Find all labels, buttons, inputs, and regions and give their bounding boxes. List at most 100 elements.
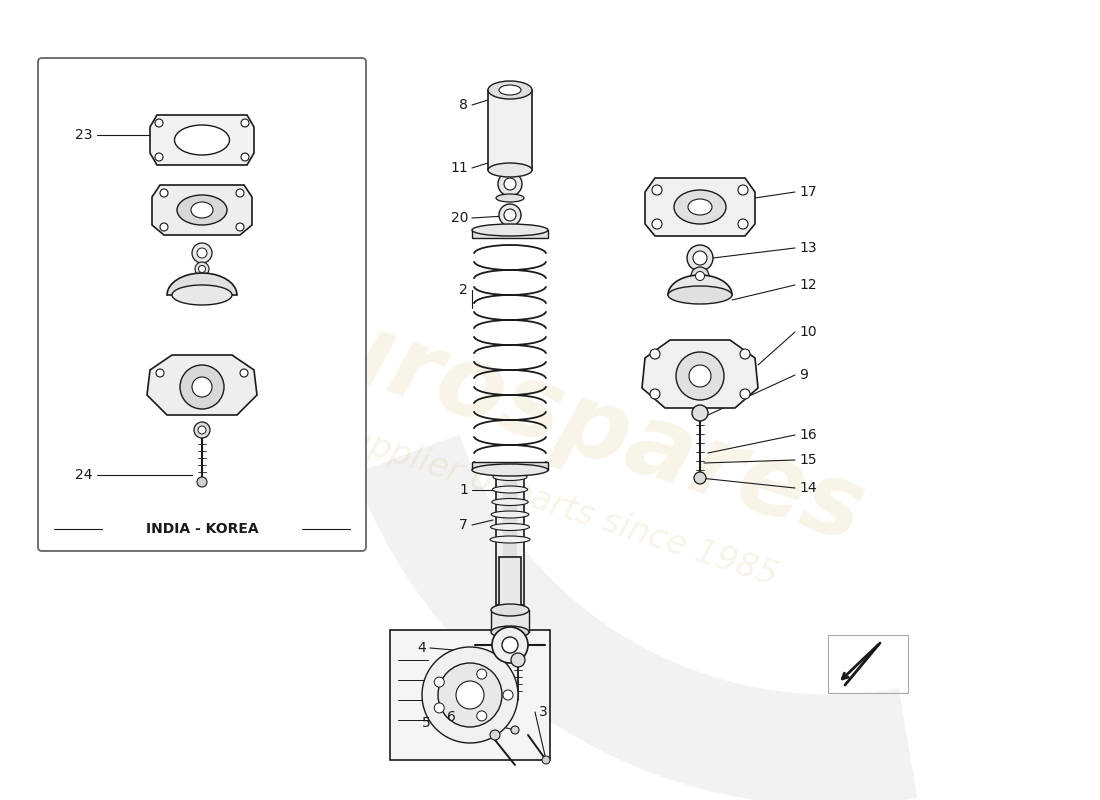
Circle shape	[692, 405, 708, 421]
Circle shape	[738, 219, 748, 229]
Text: 9: 9	[799, 368, 807, 382]
Bar	[488, 90, 532, 170]
Bar	[472, 462, 548, 470]
Circle shape	[694, 472, 706, 484]
Circle shape	[156, 369, 164, 377]
Text: 14: 14	[799, 481, 816, 495]
Ellipse shape	[490, 536, 530, 543]
Circle shape	[490, 730, 500, 740]
Ellipse shape	[488, 163, 532, 177]
Ellipse shape	[492, 498, 528, 506]
Circle shape	[197, 477, 207, 487]
Circle shape	[192, 377, 212, 397]
Circle shape	[740, 389, 750, 399]
Text: 23: 23	[76, 128, 94, 142]
Ellipse shape	[492, 511, 529, 518]
Text: 5: 5	[422, 716, 431, 730]
Circle shape	[688, 245, 713, 271]
Ellipse shape	[488, 81, 532, 99]
Ellipse shape	[688, 199, 712, 215]
Text: eurospares: eurospares	[244, 276, 876, 564]
Bar	[828, 635, 907, 693]
Circle shape	[180, 365, 224, 409]
Circle shape	[499, 204, 521, 226]
Circle shape	[650, 349, 660, 359]
Text: 4: 4	[417, 641, 426, 655]
Text: 2: 2	[460, 283, 467, 297]
Text: 7: 7	[460, 518, 467, 532]
Circle shape	[476, 669, 486, 679]
Circle shape	[542, 756, 550, 764]
Text: 1: 1	[459, 483, 468, 497]
Ellipse shape	[191, 202, 213, 218]
Circle shape	[503, 690, 513, 700]
Circle shape	[502, 637, 518, 653]
Polygon shape	[150, 115, 254, 165]
Bar	[491, 610, 529, 632]
Text: 24: 24	[76, 468, 94, 482]
Circle shape	[504, 178, 516, 190]
Circle shape	[438, 663, 502, 727]
Circle shape	[195, 262, 209, 276]
FancyBboxPatch shape	[39, 58, 366, 551]
Text: 12: 12	[799, 278, 816, 292]
Circle shape	[652, 219, 662, 229]
Text: 10: 10	[799, 325, 816, 339]
Ellipse shape	[496, 194, 524, 202]
Ellipse shape	[668, 286, 732, 304]
Ellipse shape	[491, 626, 529, 638]
Text: INDIA - KOREA: INDIA - KOREA	[145, 522, 258, 536]
Circle shape	[498, 172, 522, 196]
Circle shape	[197, 248, 207, 258]
Circle shape	[738, 185, 748, 195]
Circle shape	[504, 209, 516, 221]
Circle shape	[241, 153, 249, 161]
Circle shape	[241, 119, 249, 127]
Ellipse shape	[175, 125, 230, 155]
Ellipse shape	[472, 464, 548, 476]
Circle shape	[198, 266, 206, 273]
Bar	[499, 557, 521, 610]
Circle shape	[693, 251, 707, 265]
Bar	[496, 472, 524, 605]
Text: 20: 20	[451, 211, 468, 225]
Text: 3: 3	[539, 705, 548, 719]
Text: 11: 11	[450, 161, 468, 175]
Circle shape	[160, 189, 168, 197]
Circle shape	[652, 185, 662, 195]
Circle shape	[240, 369, 248, 377]
Ellipse shape	[493, 474, 527, 481]
Circle shape	[194, 422, 210, 438]
Ellipse shape	[499, 85, 521, 95]
Polygon shape	[147, 355, 257, 415]
Text: 8: 8	[459, 98, 468, 112]
Ellipse shape	[491, 523, 529, 530]
Text: 15: 15	[799, 453, 816, 467]
Polygon shape	[642, 340, 758, 408]
Circle shape	[434, 703, 444, 713]
Circle shape	[236, 223, 244, 231]
Circle shape	[236, 189, 244, 197]
Circle shape	[691, 267, 710, 285]
Circle shape	[512, 726, 519, 734]
Text: a supplier of parts since 1985: a supplier of parts since 1985	[299, 407, 781, 593]
Circle shape	[695, 271, 704, 281]
Text: 16: 16	[799, 428, 816, 442]
Ellipse shape	[172, 285, 232, 305]
Circle shape	[198, 426, 206, 434]
Text: 17: 17	[799, 185, 816, 199]
Polygon shape	[167, 273, 236, 295]
Circle shape	[456, 681, 484, 709]
Circle shape	[155, 153, 163, 161]
Text: 13: 13	[799, 241, 816, 255]
Circle shape	[476, 711, 486, 721]
Circle shape	[155, 119, 163, 127]
Ellipse shape	[472, 224, 548, 236]
Circle shape	[492, 627, 528, 663]
Polygon shape	[152, 185, 252, 235]
Circle shape	[422, 647, 518, 743]
Circle shape	[160, 223, 168, 231]
Ellipse shape	[496, 467, 524, 477]
Polygon shape	[645, 178, 755, 236]
Bar	[472, 230, 548, 238]
